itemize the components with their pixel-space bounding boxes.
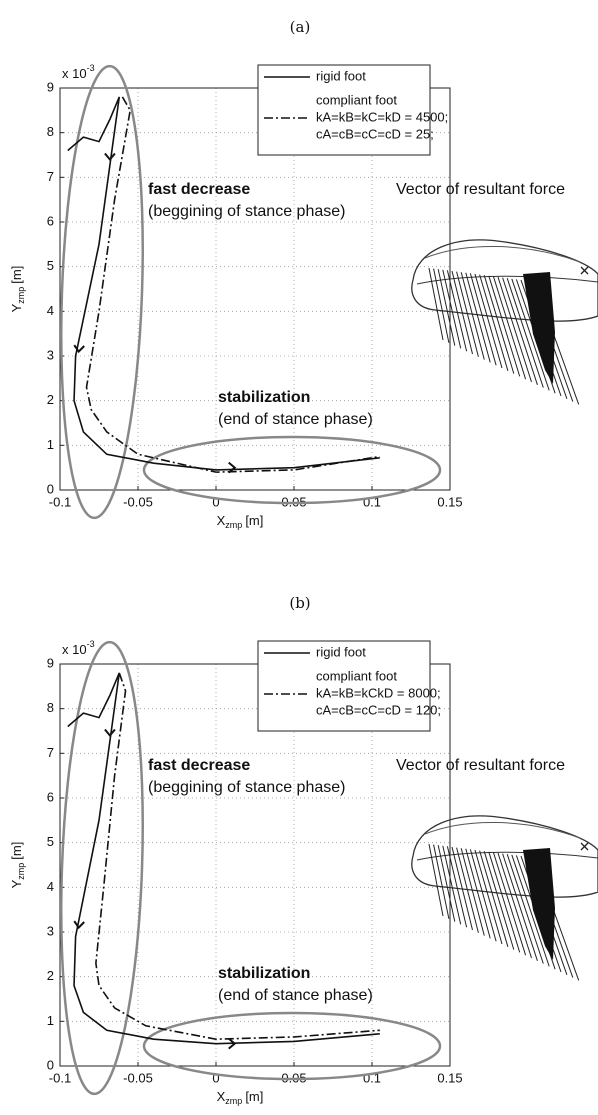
annotation: Vector of resultant force	[396, 757, 565, 774]
force-vector	[461, 272, 484, 359]
y-tick-label: 5	[47, 258, 54, 273]
x-axis-label: Xzmp[m]	[217, 513, 264, 530]
y-scale-base: x 10	[62, 66, 87, 81]
force-vector	[489, 276, 520, 377]
y-label-unit: [m]	[9, 266, 24, 284]
shoe-top	[425, 822, 580, 838]
highlight-ellipse	[144, 1013, 440, 1079]
legend-note: kA=kB=kC=kD = 4500;	[316, 109, 448, 124]
legend-label: rigid foot	[316, 68, 366, 83]
y-label-main: Y	[9, 303, 24, 312]
y-tick-label: 6	[47, 213, 54, 228]
legend-note: kA=kB=kCkD = 8000;	[316, 685, 441, 700]
x-label-sub: zmp	[225, 520, 242, 530]
legend-note: cA=cB=cC=cD = 120;	[316, 702, 441, 717]
x-tick-label: 0	[212, 494, 219, 509]
y-tick-label: 2	[47, 392, 54, 407]
force-vector	[438, 845, 455, 921]
y-axis-label: Yzmp [m]	[9, 266, 26, 313]
x-label-unit: [m]	[245, 1089, 263, 1104]
foot-illustration	[412, 816, 598, 980]
annotation: stabilization	[218, 389, 310, 406]
annotation: (end of stance phase)	[218, 411, 373, 428]
x-tick-label: -0.1	[49, 1070, 71, 1085]
direction-arrow	[74, 345, 84, 352]
direction-arrow	[105, 729, 115, 735]
x-tick-label: -0.05	[123, 494, 153, 509]
x-tick-label: 0.15	[437, 1070, 462, 1085]
legend-label: compliant foot	[316, 92, 397, 107]
y-label-sub: zmp	[16, 287, 26, 304]
x-tick-label: -0.05	[123, 1070, 153, 1085]
x-label-unit: [m]	[245, 513, 263, 528]
force-vector	[461, 848, 484, 935]
y-axis-label: Yzmp [m]	[9, 842, 26, 889]
y-tick-label: 9	[47, 655, 54, 670]
annotation: Vector of resultant force	[396, 181, 565, 198]
y-tick-label: 3	[47, 923, 54, 938]
legend-label: compliant foot	[316, 668, 397, 683]
y-scale-base: x 10	[62, 642, 87, 657]
y-label-sub: zmp	[16, 863, 26, 880]
y-scale: x 10-3	[62, 639, 95, 657]
y-tick-label: 0	[47, 1057, 54, 1072]
y-tick-label: 9	[47, 79, 54, 94]
y-tick-label: 2	[47, 968, 54, 983]
y-scale-exp: -3	[87, 63, 95, 73]
force-vector	[443, 846, 461, 925]
figure: (a)-0.1-0.0500.050.10.150123456789x 10-3…	[0, 0, 598, 1115]
y-tick-label: 7	[47, 745, 54, 760]
y-tick-label: 5	[47, 834, 54, 849]
y-label-unit: [m]	[9, 842, 24, 860]
y-tick-label: 1	[47, 437, 54, 452]
legend-label: rigid foot	[316, 644, 366, 659]
annotation: (beggining of stance phase)	[148, 203, 345, 220]
annotation: stabilization	[218, 965, 310, 982]
x-label-sub: zmp	[225, 1096, 242, 1106]
y-tick-label: 8	[47, 124, 54, 139]
x-tick-label: 0	[212, 1070, 219, 1085]
annotation: (end of stance phase)	[218, 987, 373, 1004]
panel-label: (b)	[289, 594, 310, 612]
y-tick-label: 8	[47, 700, 54, 715]
x-label-main: X	[217, 1089, 226, 1104]
legend-note: cA=cB=cC=cD = 25;	[316, 126, 434, 141]
direction-arrow	[105, 153, 115, 159]
annotation: fast decrease	[148, 757, 250, 774]
shoe-top	[425, 246, 580, 262]
y-tick-label: 7	[47, 169, 54, 184]
foot-illustration	[412, 240, 598, 404]
x-tick-label: 0.15	[437, 494, 462, 509]
force-vector	[438, 269, 455, 345]
annotation: fast decrease	[148, 181, 250, 198]
x-label-main: X	[217, 513, 226, 528]
y-tick-label: 1	[47, 1013, 54, 1028]
y-scale: x 10-3	[62, 63, 95, 81]
y-tick-label: 4	[47, 879, 54, 894]
y-tick-label: 3	[47, 347, 54, 362]
x-tick-label: -0.1	[49, 494, 71, 509]
annotation: (beggining of stance phase)	[148, 779, 345, 796]
y-scale-exp: -3	[87, 639, 95, 649]
force-vector	[489, 852, 520, 953]
force-vector	[443, 270, 461, 349]
x-axis-label: Xzmp[m]	[217, 1089, 264, 1106]
y-label-main: Y	[9, 879, 24, 888]
panel-label: (a)	[290, 18, 311, 36]
y-tick-label: 4	[47, 303, 54, 318]
y-tick-label: 6	[47, 789, 54, 804]
y-tick-label: 0	[47, 481, 54, 496]
